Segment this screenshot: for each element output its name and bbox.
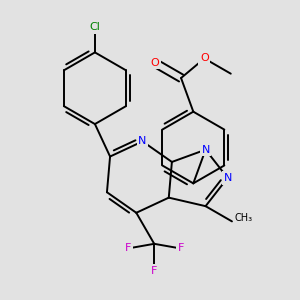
Text: CH₃: CH₃ xyxy=(235,213,253,224)
Text: F: F xyxy=(124,244,131,254)
Text: F: F xyxy=(178,244,184,254)
Text: Cl: Cl xyxy=(89,22,100,32)
Text: N: N xyxy=(224,173,232,183)
Text: N: N xyxy=(201,145,210,155)
Text: N: N xyxy=(138,136,147,146)
Text: F: F xyxy=(151,266,158,276)
Text: O: O xyxy=(200,53,209,63)
Text: O: O xyxy=(150,58,159,68)
